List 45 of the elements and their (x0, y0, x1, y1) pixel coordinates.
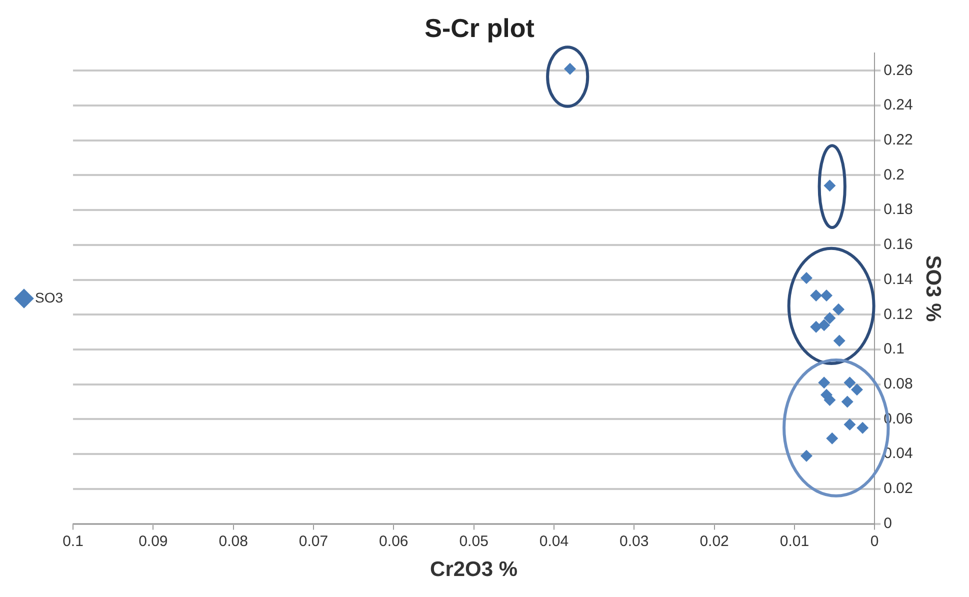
point (833, 334, 846, 347)
x-tick-label: 0.1 (62, 532, 84, 550)
y-tick-label: 0.24 (884, 96, 913, 114)
point (818, 376, 830, 389)
point (844, 376, 856, 389)
point (810, 289, 822, 302)
y-tick-label: 0.2 (884, 166, 904, 184)
x-tick-label: 0.09 (138, 532, 168, 550)
point (820, 289, 833, 302)
x-tick-label: 0.06 (379, 532, 408, 550)
point (800, 272, 812, 284)
point (564, 62, 576, 75)
x-tick-label: 0.03 (620, 532, 649, 550)
y-tick-label: 0.14 (884, 270, 913, 288)
x-tick-label: 0.01 (780, 532, 810, 550)
point (810, 320, 822, 333)
x-tick-label: 0 (870, 532, 879, 550)
point (850, 384, 863, 396)
x-tick-label: 0.07 (298, 532, 328, 550)
y-tick-label: 0.16 (884, 236, 913, 254)
legend-label: SO3 (35, 289, 64, 306)
y-tick-label: 0.02 (884, 480, 913, 498)
y-tick-label: 0.08 (884, 376, 913, 393)
y-tick-label: 0.18 (884, 201, 913, 218)
y-axis-title: SO3 % (922, 255, 945, 322)
y-tick-label: 0.26 (884, 62, 913, 79)
x-tick-label: 0.08 (218, 532, 248, 550)
point (824, 180, 836, 192)
point (824, 312, 836, 324)
y-tick-label: 0 (884, 514, 892, 532)
x-axis-title: Cr2O3 % (430, 558, 518, 582)
chart-title: S-Cr plot (424, 12, 535, 43)
x-tick-label: 0.02 (700, 532, 729, 550)
y-tick-label: 0.12 (884, 306, 913, 323)
y-tick-label: 0.22 (884, 131, 913, 148)
point (826, 432, 838, 444)
point (800, 450, 812, 462)
point (832, 303, 845, 316)
point (844, 418, 856, 430)
x-tick-label: 0.04 (539, 532, 569, 550)
y-tick-label: 0.1 (884, 340, 904, 358)
point (841, 396, 854, 408)
point (818, 319, 830, 332)
point (856, 422, 869, 434)
x-tick-label: 0.05 (459, 532, 488, 550)
